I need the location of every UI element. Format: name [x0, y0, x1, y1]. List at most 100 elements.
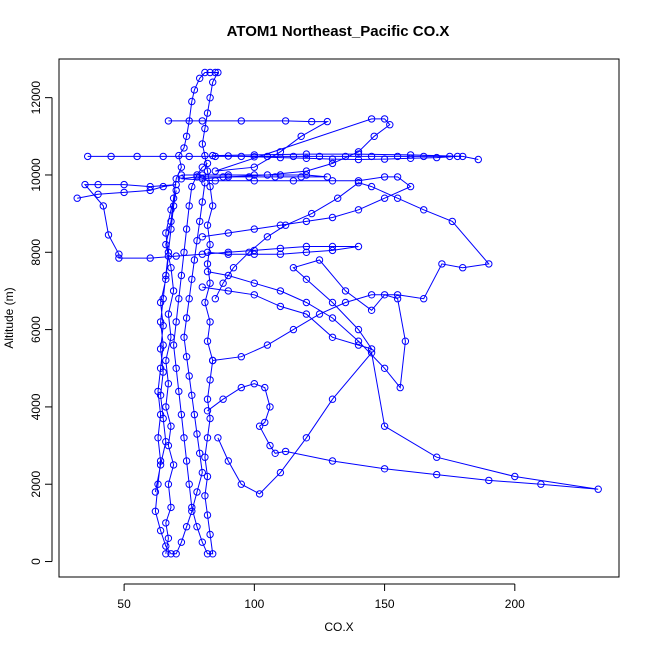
data-point: [107, 152, 115, 161]
data-point: [245, 173, 253, 181]
y-tick-label: 12000: [29, 81, 43, 115]
data-point: [354, 337, 363, 345]
data-point: [159, 182, 167, 191]
data-point: [164, 117, 173, 125]
series: [203, 349, 602, 498]
data-point: [177, 271, 186, 280]
data-point: [367, 291, 376, 299]
data-point: [276, 148, 285, 156]
data-point: [151, 488, 160, 496]
data-point: [328, 159, 337, 168]
data-point: [162, 550, 170, 558]
data-point: [198, 140, 207, 148]
y-axis: 0 2000 4000 6000 8000 10000 12000: [29, 81, 53, 565]
series: [164, 115, 394, 183]
data-point: [354, 325, 363, 334]
series-line: [154, 182, 206, 555]
data-point: [172, 318, 180, 326]
data-point: [159, 414, 167, 423]
data-point: [162, 275, 170, 283]
data-point: [188, 182, 196, 191]
data-point: [302, 150, 311, 158]
data-point: [159, 368, 167, 376]
data-point: [420, 206, 428, 214]
data-point: [302, 167, 311, 175]
data-point: [154, 387, 162, 396]
data-point: [328, 177, 337, 185]
data-point: [167, 264, 175, 272]
data-point: [172, 550, 180, 558]
y-tick-label: 2000: [29, 471, 43, 498]
data-point: [380, 155, 389, 163]
data-point: [219, 395, 227, 403]
data-point: [237, 117, 246, 125]
data-point: [328, 314, 337, 322]
data-point: [474, 155, 482, 164]
data-point: [185, 152, 193, 161]
data-point: [94, 180, 102, 189]
data-point: [271, 173, 279, 181]
data-point: [266, 441, 274, 450]
series-line: [165, 72, 219, 555]
data-point: [276, 468, 285, 477]
data-point: [433, 470, 441, 479]
data-point: [164, 480, 173, 488]
data-point: [177, 175, 186, 183]
data-point: [354, 177, 363, 185]
data-point: [177, 538, 186, 546]
data-point: [182, 457, 191, 465]
data-point: [159, 152, 167, 161]
data-point: [393, 152, 402, 161]
data-point: [182, 225, 191, 233]
data-point: [203, 434, 212, 442]
data-point: [276, 171, 285, 179]
data-point: [198, 283, 207, 291]
data-point: [334, 194, 342, 202]
data-point: [297, 173, 305, 181]
y-tick-label: 0: [29, 558, 43, 565]
data-point: [367, 115, 376, 123]
data-point: [537, 480, 545, 488]
data-point: [380, 194, 389, 202]
data-point: [328, 333, 337, 341]
data-point: [224, 173, 233, 181]
data-point: [182, 353, 191, 361]
data-point: [182, 132, 191, 141]
data-point: [297, 132, 305, 141]
series-line: [168, 118, 391, 180]
data-point: [250, 177, 259, 185]
series-line: [212, 182, 490, 361]
series-line: [87, 153, 479, 161]
data-point: [485, 260, 493, 268]
x-tick-label: 100: [244, 597, 264, 611]
data-point: [209, 78, 217, 86]
data-point: [172, 364, 180, 372]
data-point: [308, 117, 316, 126]
data-point: [167, 422, 175, 430]
data-point: [302, 298, 311, 307]
data-point: [209, 151, 217, 160]
data-point: [169, 287, 178, 295]
data-point: [154, 434, 162, 442]
data-point: [209, 550, 217, 558]
data-point: [459, 152, 467, 161]
data-point: [156, 461, 165, 469]
data-point: [380, 465, 389, 473]
data-point: [203, 109, 212, 117]
data-point: [185, 372, 193, 380]
data-point: [84, 152, 92, 161]
data-point: [276, 287, 285, 295]
data-point: [448, 217, 456, 226]
data-point: [162, 519, 170, 527]
data-point: [323, 173, 331, 181]
data-point: [315, 256, 324, 264]
data-point: [198, 171, 207, 179]
data-point: [167, 217, 175, 226]
data-point: [99, 202, 108, 210]
data-point: [206, 376, 214, 384]
data-point: [261, 383, 269, 392]
data-point: [115, 250, 123, 258]
data-point: [201, 68, 209, 77]
data-point: [73, 194, 81, 202]
